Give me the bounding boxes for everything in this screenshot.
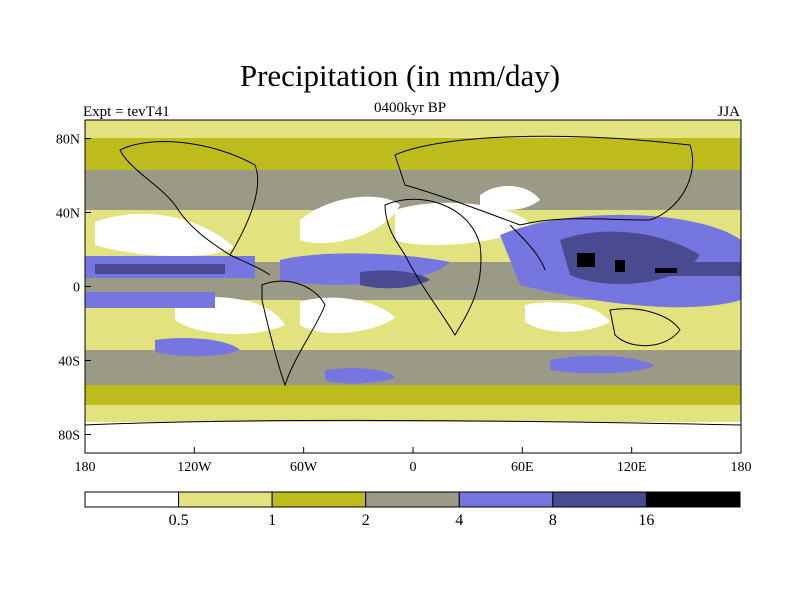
y-axis: 80N 40N 0 40S 80S	[56, 133, 91, 444]
colorbar-label: 0.5	[169, 512, 189, 529]
field-max-spot-2	[615, 260, 625, 272]
y-tick-label: 80N	[56, 133, 80, 148]
y-tick-label: 80S	[58, 429, 80, 444]
colorbar-box	[365, 491, 460, 508]
x-tick-label: 120W	[177, 460, 212, 475]
field-max-spot-1	[577, 253, 595, 267]
x-tick-label: 60E	[511, 460, 534, 475]
coast-australia	[609, 308, 681, 347]
coast-eurasia	[394, 135, 694, 226]
coastlines	[85, 135, 741, 426]
field-dry-satlantic	[300, 297, 395, 334]
colorbar-label: 4	[455, 512, 463, 529]
field-itcz-atlantic-core	[360, 270, 430, 289]
precipitation-field	[85, 120, 741, 453]
coast-india	[509, 224, 546, 271]
field-subarctic-band	[85, 138, 741, 170]
coast-south-america	[261, 280, 326, 387]
colorbar-box	[552, 491, 647, 508]
colorbar-label: 2	[362, 512, 370, 529]
field-storm-track-2	[325, 367, 395, 384]
colorbar-box	[645, 491, 741, 508]
season-label: JJA	[717, 104, 740, 120]
x-tick-label: 180	[75, 460, 96, 475]
y-tick-label: 40S	[58, 355, 80, 370]
field-dry-natlantic	[300, 196, 400, 244]
x-tick-label: 60W	[290, 460, 318, 475]
time-period-label: 0400kyr BP	[373, 100, 447, 116]
colorbar-label: 16	[638, 512, 654, 529]
coast-central-america	[229, 254, 271, 276]
field-arctic-band	[85, 120, 741, 140]
field-dry-npacific	[95, 213, 235, 257]
field-antarctic-edge	[85, 405, 741, 425]
colorbar-label: 1	[268, 512, 276, 529]
colorbar-box	[458, 491, 554, 508]
field-storm-track-3	[550, 355, 655, 374]
field-spcz	[85, 292, 215, 308]
x-tick-label: 180	[731, 460, 752, 475]
colorbar-box	[178, 491, 273, 508]
x-tick-label: 120E	[617, 460, 647, 475]
coast-africa	[384, 198, 482, 336]
coast-antarctica	[85, 419, 741, 426]
field-dry-indian	[525, 302, 610, 332]
colorbar: 0.5 1 2 4 8 16	[84, 491, 741, 529]
coast-north-america	[119, 141, 259, 256]
field-southern-ocean-band	[85, 385, 741, 407]
colorbar-box	[84, 491, 180, 508]
field-storm-track-1	[155, 338, 240, 357]
experiment-label: Expt = tevT41	[83, 104, 170, 120]
field-dry-sahara	[395, 202, 530, 245]
colorbar-box	[271, 491, 367, 508]
y-tick-label: 0	[73, 281, 80, 296]
y-tick-label: 40N	[56, 207, 80, 222]
x-tick-label: 0	[410, 460, 417, 475]
field-itcz-pacific-core	[95, 264, 225, 274]
field-max-spot-3	[655, 268, 677, 273]
field-dry-eurasia	[480, 185, 540, 210]
colorbar-label: 8	[549, 512, 557, 529]
x-axis: 180 120W 60W 0 60E 120E 180	[75, 447, 752, 475]
chart-title: Precipitation (in mm/day)	[239, 58, 561, 93]
